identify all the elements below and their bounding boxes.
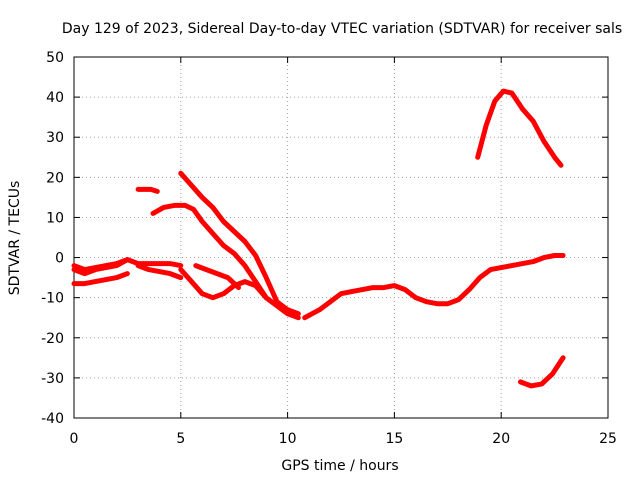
y-tick-label: 50 bbox=[46, 50, 64, 66]
y-tick-label: 30 bbox=[46, 130, 64, 146]
chart-title: Day 129 of 2023, Sidereal Day-to-day VTE… bbox=[62, 21, 622, 37]
y-tick-label: -30 bbox=[41, 371, 64, 387]
series-arc-d bbox=[135, 263, 184, 281]
series-arc-k bbox=[498, 253, 566, 271]
x-tick-label: 0 bbox=[70, 431, 79, 447]
x-tick-label: 25 bbox=[599, 431, 617, 447]
x-tick-label: 5 bbox=[176, 431, 185, 447]
data-series bbox=[71, 88, 566, 389]
series-arc-e bbox=[178, 267, 301, 321]
series-arc-c bbox=[71, 257, 184, 273]
plot-frame bbox=[73, 56, 609, 419]
series-arc-b bbox=[71, 271, 130, 287]
grid bbox=[74, 57, 608, 418]
y-tick-label: 10 bbox=[46, 210, 64, 226]
x-tick-label: 10 bbox=[279, 431, 297, 447]
series-arc-l bbox=[475, 88, 564, 168]
y-tick-label: 40 bbox=[46, 90, 64, 106]
x-axis-title: GPS time / hours bbox=[281, 458, 398, 474]
y-tick-label: -40 bbox=[41, 411, 64, 427]
y-tick-label: 0 bbox=[55, 251, 64, 267]
series-arc-g bbox=[135, 186, 160, 194]
axis-ticks: 0 5 10 15 20 25 -40 -30 -20 -10 0 10 20 30 40 50 bbox=[41, 50, 617, 447]
y-tick-label: -10 bbox=[41, 291, 64, 307]
y-tick-label: -20 bbox=[41, 331, 64, 347]
series-arc-i bbox=[178, 170, 301, 317]
x-tick-label: 15 bbox=[385, 431, 403, 447]
y-tick-label: 20 bbox=[46, 170, 64, 186]
series-arc-j bbox=[302, 265, 504, 321]
series-arc-f bbox=[193, 263, 241, 291]
x-tick-label: 20 bbox=[492, 431, 510, 447]
series-arc-m bbox=[517, 355, 566, 389]
series-arc-h bbox=[150, 202, 269, 301]
y-axis-title: SDTVAR / TECUs bbox=[7, 181, 23, 296]
